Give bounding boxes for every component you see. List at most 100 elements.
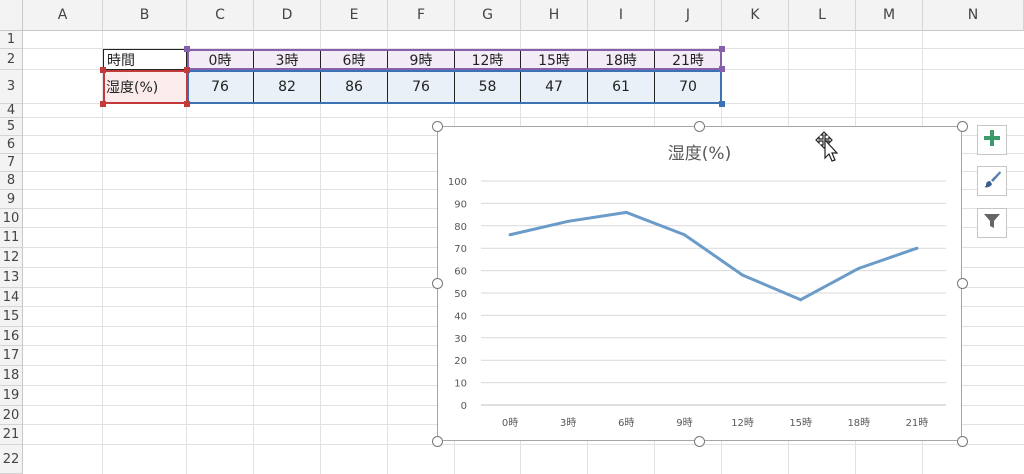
column-header-m[interactable]: M — [856, 0, 923, 31]
data-point — [741, 273, 745, 277]
chart-resize-handle[interactable] — [694, 435, 705, 447]
column-gridline — [186, 31, 187, 474]
data-point — [566, 219, 570, 223]
x-tick-label: 0時 — [502, 417, 518, 429]
range-handle[interactable] — [719, 66, 725, 72]
range-handle[interactable] — [100, 101, 106, 107]
row-header-8[interactable]: 8 — [0, 172, 23, 190]
column-header-b[interactable]: B — [103, 0, 187, 31]
row-header-19[interactable]: 19 — [0, 386, 23, 406]
chart-resize-handle[interactable] — [956, 278, 968, 289]
y-tick-label: 10 — [454, 379, 467, 390]
x-tick-label: 15時 — [789, 417, 812, 429]
data-point — [508, 233, 512, 237]
row-header-16[interactable]: 16 — [0, 327, 23, 346]
row-header-7[interactable]: 7 — [0, 154, 23, 172]
row-header-13[interactable]: 13 — [0, 268, 23, 288]
humidity-value-cell[interactable]: 61 — [588, 70, 655, 104]
column-header-l[interactable]: L — [789, 0, 856, 31]
range-handle[interactable] — [719, 46, 725, 52]
data-point — [682, 233, 686, 237]
data-point — [857, 266, 861, 270]
row-header-1[interactable]: 1 — [0, 31, 23, 49]
row-header-4[interactable]: 4 — [0, 103, 23, 118]
range-handle[interactable] — [184, 67, 190, 73]
data-point — [624, 210, 628, 214]
row-header-21[interactable]: 21 — [0, 425, 23, 445]
cell-B3[interactable]: 湿度(%) — [106, 80, 159, 96]
humidity-series-line — [509, 210, 918, 302]
chart-resize-handle[interactable] — [694, 120, 705, 132]
column-gridline — [320, 31, 321, 474]
row-header-11[interactable]: 11 — [0, 228, 23, 248]
hour-header-cell[interactable]: 12時 — [455, 49, 521, 70]
cell-B2[interactable]: 時間 — [103, 49, 187, 70]
chart-title[interactable]: 湿度(%) — [667, 144, 732, 164]
column-header-e[interactable]: E — [321, 0, 388, 31]
row-header-12[interactable]: 12 — [0, 248, 23, 268]
chart-resize-handle[interactable] — [431, 278, 443, 289]
column-header-n[interactable]: N — [923, 0, 1024, 31]
y-tick-label: 30 — [454, 334, 467, 345]
y-tick-label: 100 — [448, 177, 467, 188]
range-handle[interactable] — [719, 101, 725, 107]
column-header-d[interactable]: D — [254, 0, 321, 31]
select-all-corner[interactable] — [0, 0, 23, 31]
column-gridline — [102, 31, 103, 474]
humidity-value-cell[interactable]: 47 — [521, 70, 588, 104]
chart-resize-handle[interactable] — [956, 120, 968, 132]
column-header-i[interactable]: I — [588, 0, 655, 31]
line-chart[interactable]: 湿度(%) 100 90 80 70 60 50 40 30 20 10 0 0時 3時 6時 9時 12時 1… — [437, 126, 962, 441]
row-header-22[interactable]: 22 — [0, 445, 23, 474]
row-header-18[interactable]: 18 — [0, 366, 23, 386]
column-header-g[interactable]: G — [455, 0, 521, 31]
y-tick-label: 50 — [454, 289, 467, 300]
row-header-9[interactable]: 9 — [0, 190, 23, 209]
row-header-6[interactable]: 6 — [0, 136, 23, 154]
row-header-5[interactable]: 5 — [0, 118, 23, 136]
humidity-value-cell[interactable]: 76 — [388, 70, 455, 104]
chart-resize-handle[interactable] — [431, 120, 443, 132]
label-cell-fill — [103, 70, 187, 104]
column-header-j[interactable]: J — [655, 0, 722, 31]
row-header-10[interactable]: 10 — [0, 209, 23, 228]
row-header-17[interactable]: 17 — [0, 346, 23, 366]
humidity-value-cell[interactable]: 82 — [254, 70, 321, 104]
column-header-c[interactable]: C — [187, 0, 254, 31]
column-header-f[interactable]: F — [388, 0, 455, 31]
chart-styles-button[interactable] — [977, 166, 1007, 196]
hour-header-cell[interactable]: 3時 — [254, 49, 321, 70]
row-header-2[interactable]: 2 — [0, 49, 23, 70]
row-header-3[interactable]: 3 — [0, 70, 23, 104]
x-tick-label: 9時 — [676, 417, 692, 429]
chart-resize-handle[interactable] — [956, 435, 968, 447]
y-tick-label: 20 — [454, 356, 467, 367]
move-cursor-icon — [814, 130, 840, 166]
column-header-h[interactable]: H — [521, 0, 588, 31]
hour-header-cell[interactable]: 0時 — [187, 49, 254, 70]
hour-header-cell[interactable]: 9時 — [388, 49, 455, 70]
column-header-a[interactable]: A — [23, 0, 103, 31]
range-handle[interactable] — [184, 46, 190, 52]
chart-resize-handle[interactable] — [431, 435, 443, 447]
hour-header-cell[interactable]: 15時 — [521, 49, 588, 70]
data-point — [915, 246, 919, 250]
range-handle[interactable] — [100, 67, 106, 73]
row-header-14[interactable]: 14 — [0, 288, 23, 307]
range-handle[interactable] — [184, 101, 190, 107]
row-gridline — [23, 48, 1024, 49]
column-header-k[interactable]: K — [722, 0, 789, 31]
brush-icon — [982, 169, 1002, 193]
humidity-value-cell[interactable]: 58 — [455, 70, 521, 104]
humidity-value-cell[interactable]: 76 — [187, 70, 254, 104]
humidity-value-cell[interactable]: 86 — [321, 70, 388, 104]
chart-filters-button[interactable] — [977, 208, 1007, 238]
row-header-20[interactable]: 20 — [0, 406, 23, 425]
label-range-highlight — [103, 70, 188, 104]
row-gridline — [23, 117, 1024, 118]
row-header-15[interactable]: 15 — [0, 307, 23, 327]
chart-elements-button[interactable] — [977, 125, 1007, 155]
hour-header-cell[interactable]: 6時 — [321, 49, 388, 70]
hour-header-cell[interactable]: 18時 — [588, 49, 655, 70]
